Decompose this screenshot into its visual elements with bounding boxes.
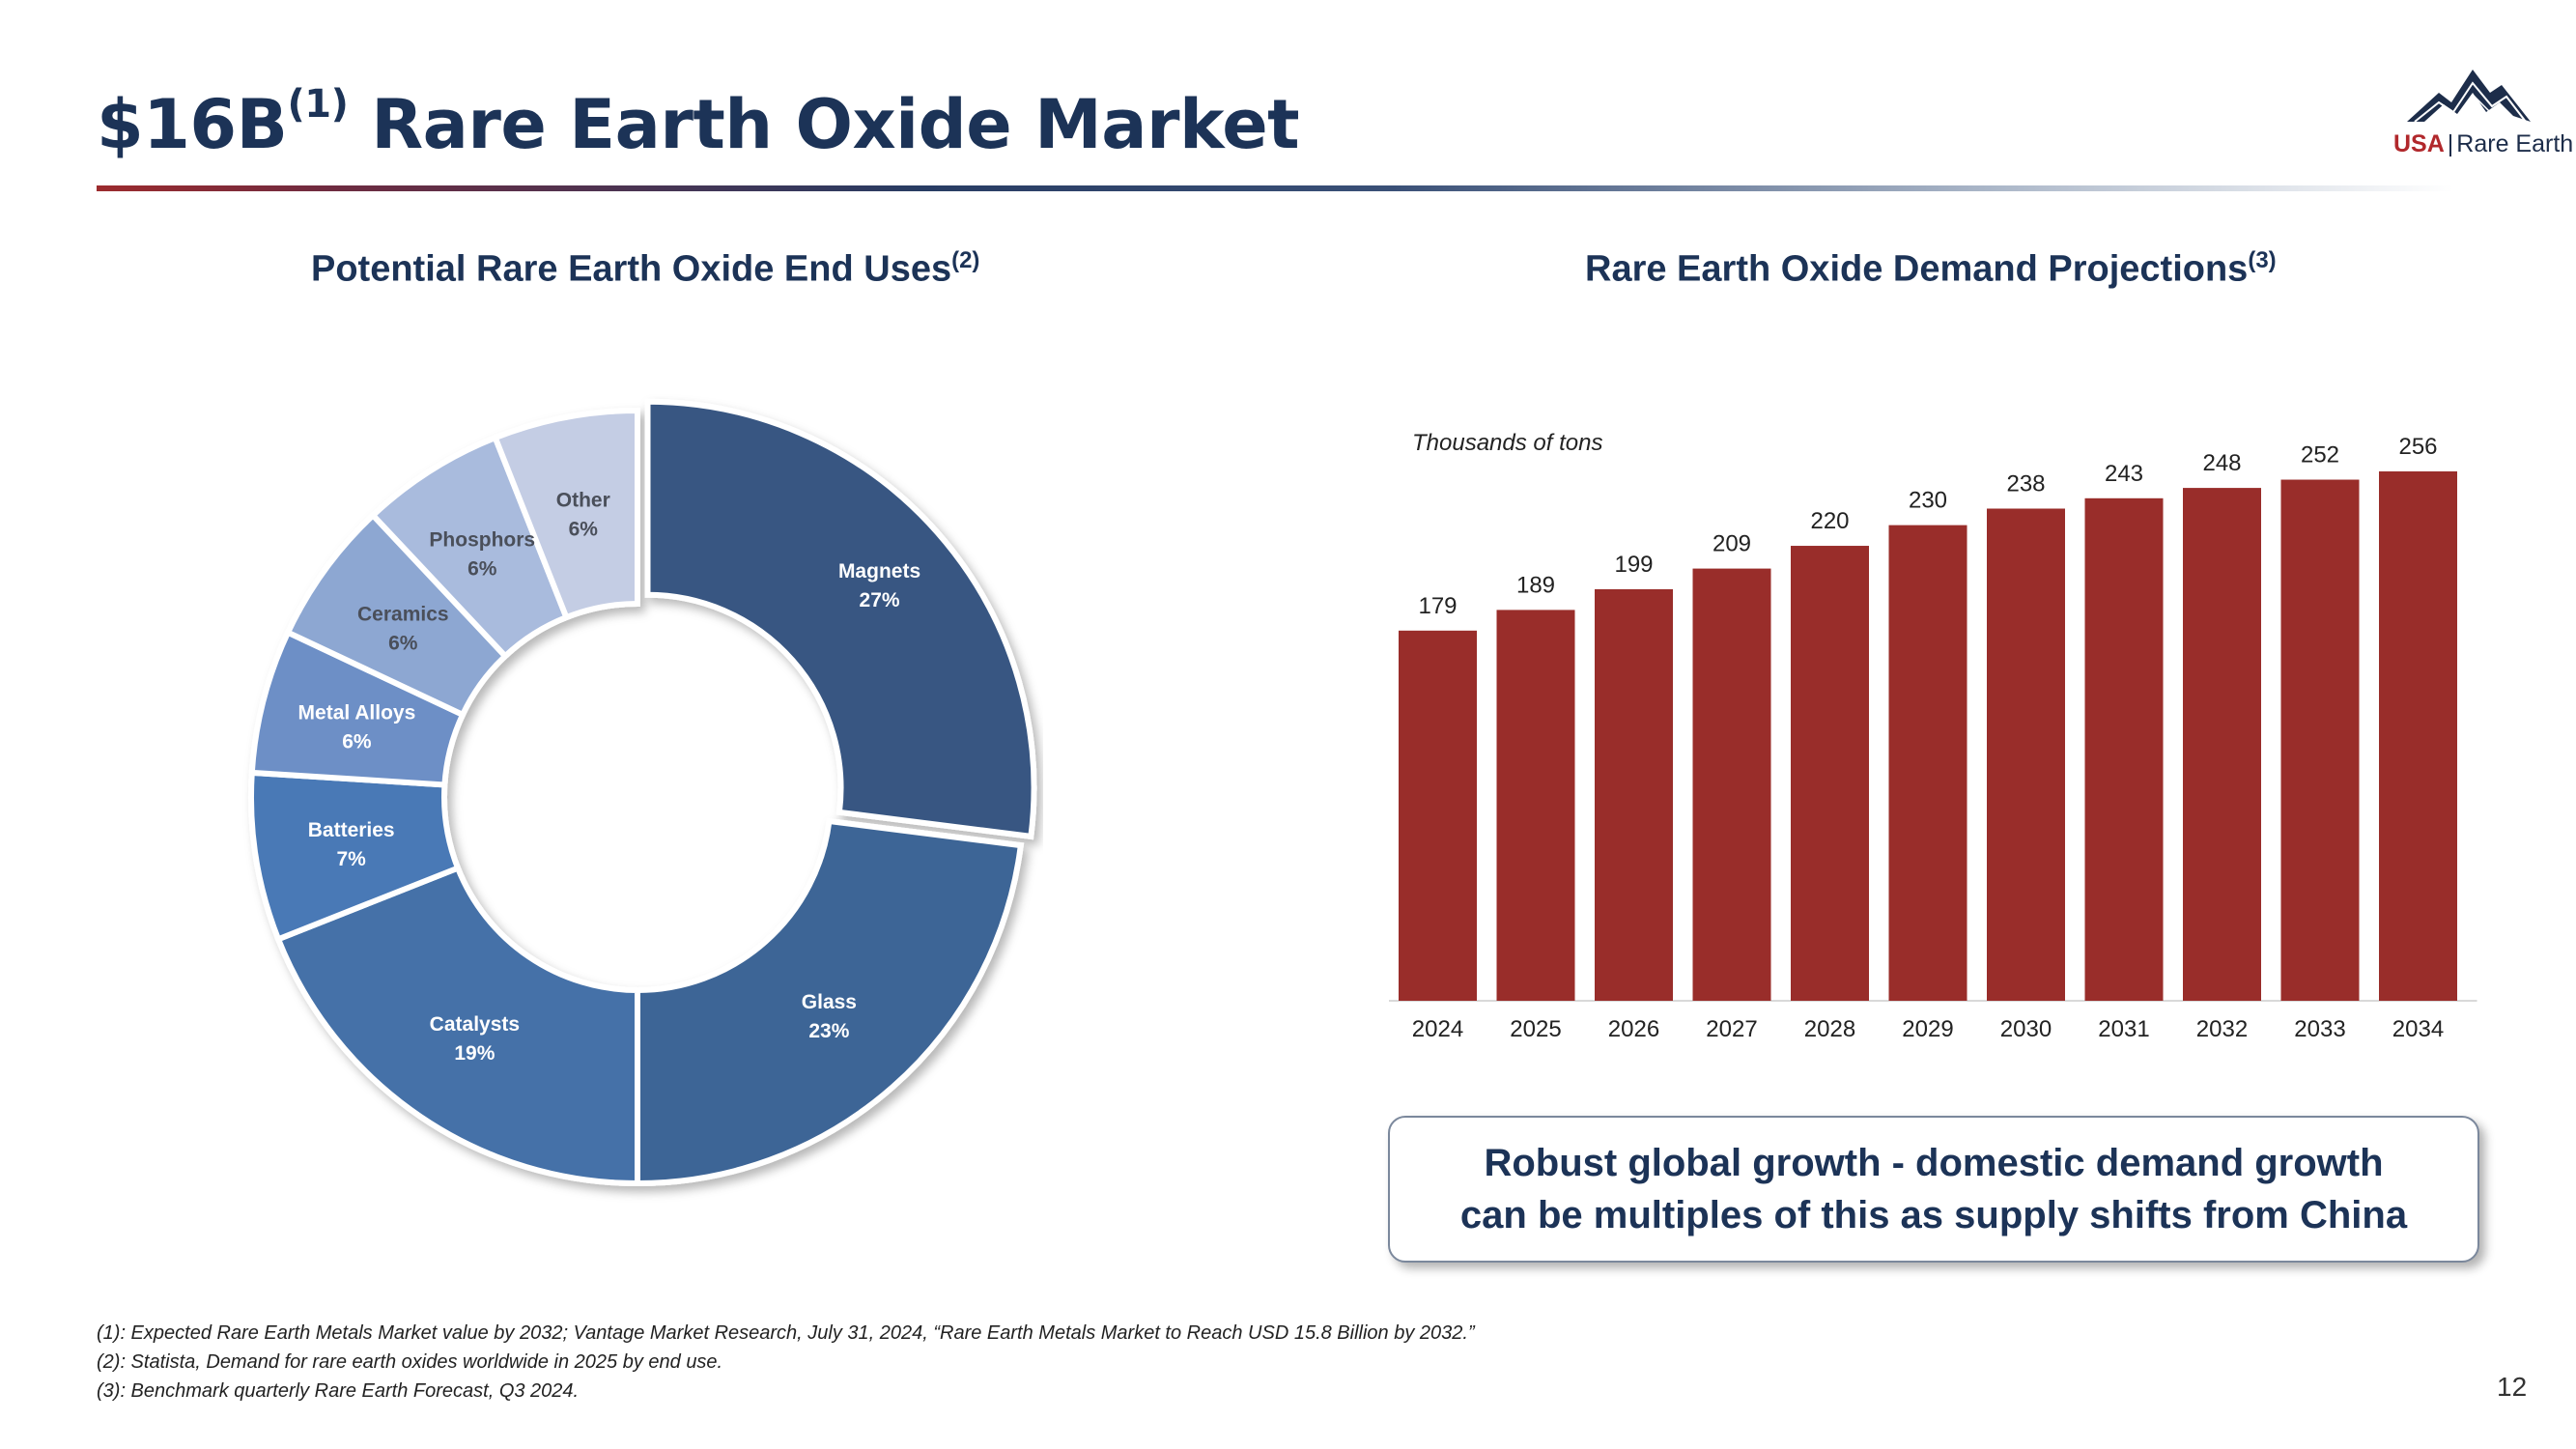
- donut-chart: Magnets 27% Glass 23% Catalysts 19% Batteries 7…: [248, 398, 1037, 1187]
- footnote-1: (1): Expected Rare Earth Metals Market v…: [97, 1322, 1475, 1344]
- mountain-logo-icon: [2407, 70, 2531, 123]
- donut-value-magnets: 27%: [860, 589, 900, 611]
- bar-value-label: 189: [1516, 572, 1555, 598]
- x-tick-label: 2028: [1804, 1016, 1855, 1042]
- title-text: Rare Earth Oxide Market: [348, 85, 1300, 164]
- title-divider: [97, 185, 2453, 191]
- bar-2029: [1888, 525, 1967, 1001]
- x-tick-label: 2030: [2000, 1016, 2052, 1042]
- x-tick-label: 2033: [2294, 1016, 2345, 1042]
- bar-title-ref: (3): [2248, 247, 2277, 273]
- bar-2033: [2280, 479, 2360, 1001]
- bar-value-label: 220: [1810, 508, 1849, 534]
- x-tick-label: 2025: [1510, 1016, 1561, 1042]
- y-units-label: Thousands of tons: [1412, 430, 1603, 456]
- footnote-2: (2): Statista, Demand for rare earth oxi…: [97, 1351, 723, 1373]
- callout-line-2: can be multiples of this as supply shift…: [1459, 1194, 2408, 1236]
- logo-separator: |: [2447, 130, 2454, 157]
- title-footnote-ref: (1): [287, 81, 349, 127]
- bar-value-label: 238: [2006, 471, 2045, 497]
- bar-title-text: Rare Earth Oxide Demand Projections: [1585, 248, 2249, 290]
- donut-slice-catalysts: [274, 864, 640, 1187]
- bar-2026: [1595, 588, 1673, 1001]
- donut-label-phosphors: Phosphors: [429, 529, 535, 552]
- donut-label-ceramics: Ceramics: [357, 604, 449, 626]
- bar-value-label: 209: [1713, 531, 1751, 557]
- page-number: 12: [2497, 1372, 2528, 1402]
- x-tick-label: 2027: [1706, 1016, 1757, 1042]
- bar-2032: [2183, 488, 2261, 1001]
- bar-value-label: 243: [2105, 461, 2143, 487]
- title-value: $16B: [97, 85, 288, 164]
- donut-label-other: Other: [556, 489, 610, 511]
- donut-label-magnets: Magnets: [838, 560, 920, 582]
- x-tick-label: 2034: [2392, 1016, 2444, 1042]
- bar-value-label: 256: [2398, 434, 2437, 460]
- footnotes: (1): Expected Rare Earth Metals Market v…: [97, 1319, 1475, 1406]
- donut-value-ceramics: 6%: [388, 633, 418, 655]
- donut-value-other: 6%: [569, 518, 599, 540]
- donut-label-metal-alloys: Metal Alloys: [298, 701, 416, 724]
- donut-chart-title: Potential Rare Earth Oxide End Uses(2): [311, 247, 979, 291]
- donut-slice-other: [491, 407, 640, 621]
- bar-2031: [2084, 497, 2164, 1001]
- donut-value-glass: 23%: [808, 1020, 849, 1042]
- donut-title-ref: (2): [951, 247, 980, 273]
- callout-box: Robust global growth - domestic demand g…: [1388, 1116, 2479, 1263]
- donut-label-glass: Glass: [802, 991, 857, 1013]
- bar-chart: 179 2024 189 2025 199 2026 209 2027 220 2028 230 20…: [1389, 434, 2477, 1042]
- footnote-3: (3): Benchmark quarterly Rare Earth Fore…: [97, 1380, 580, 1402]
- donut-value-catalysts: 19%: [454, 1042, 495, 1065]
- bar-value-label: 230: [1909, 488, 1947, 514]
- bar-2028: [1791, 546, 1869, 1001]
- page-title: $16B(1) Rare Earth Oxide Market: [97, 81, 1300, 164]
- logo-name: Rare Earth: [2456, 130, 2574, 157]
- donut-label-batteries: Batteries: [308, 819, 395, 841]
- donut-label-catalysts: Catalysts: [430, 1013, 520, 1036]
- logo-brand: USA: [2393, 130, 2445, 157]
- bar-value-label: 248: [2202, 450, 2241, 476]
- bar-2024: [1399, 630, 1477, 1001]
- donut-slice-magnets: [644, 398, 1037, 840]
- bar-value-label: 179: [1418, 593, 1457, 619]
- donut-value-batteries: 7%: [337, 848, 367, 870]
- company-logo: USA | Rare Earth: [2393, 130, 2573, 158]
- donut-value-phosphors: 6%: [467, 558, 497, 581]
- bar-2034: [2379, 470, 2457, 1002]
- x-tick-label: 2024: [1412, 1016, 1463, 1042]
- x-tick-label: 2026: [1608, 1016, 1659, 1042]
- donut-slice-glass: [635, 817, 1025, 1187]
- donut-title-text: Potential Rare Earth Oxide End Uses: [311, 248, 952, 290]
- donut-value-metal-alloys: 6%: [342, 730, 372, 753]
- bar-chart-title: Rare Earth Oxide Demand Projections(3): [1585, 247, 2277, 291]
- callout-line-1: Robust global growth - domestic demand g…: [1484, 1142, 2384, 1184]
- bar-2030: [1987, 508, 2065, 1001]
- bar-2027: [1692, 568, 1771, 1001]
- bar-value-label: 252: [2301, 442, 2339, 469]
- x-tick-label: 2029: [1902, 1016, 1953, 1042]
- x-tick-label: 2031: [2098, 1016, 2149, 1042]
- bar-2025: [1496, 610, 1575, 1001]
- bar-value-label: 199: [1614, 552, 1653, 578]
- x-tick-label: 2032: [2196, 1016, 2248, 1042]
